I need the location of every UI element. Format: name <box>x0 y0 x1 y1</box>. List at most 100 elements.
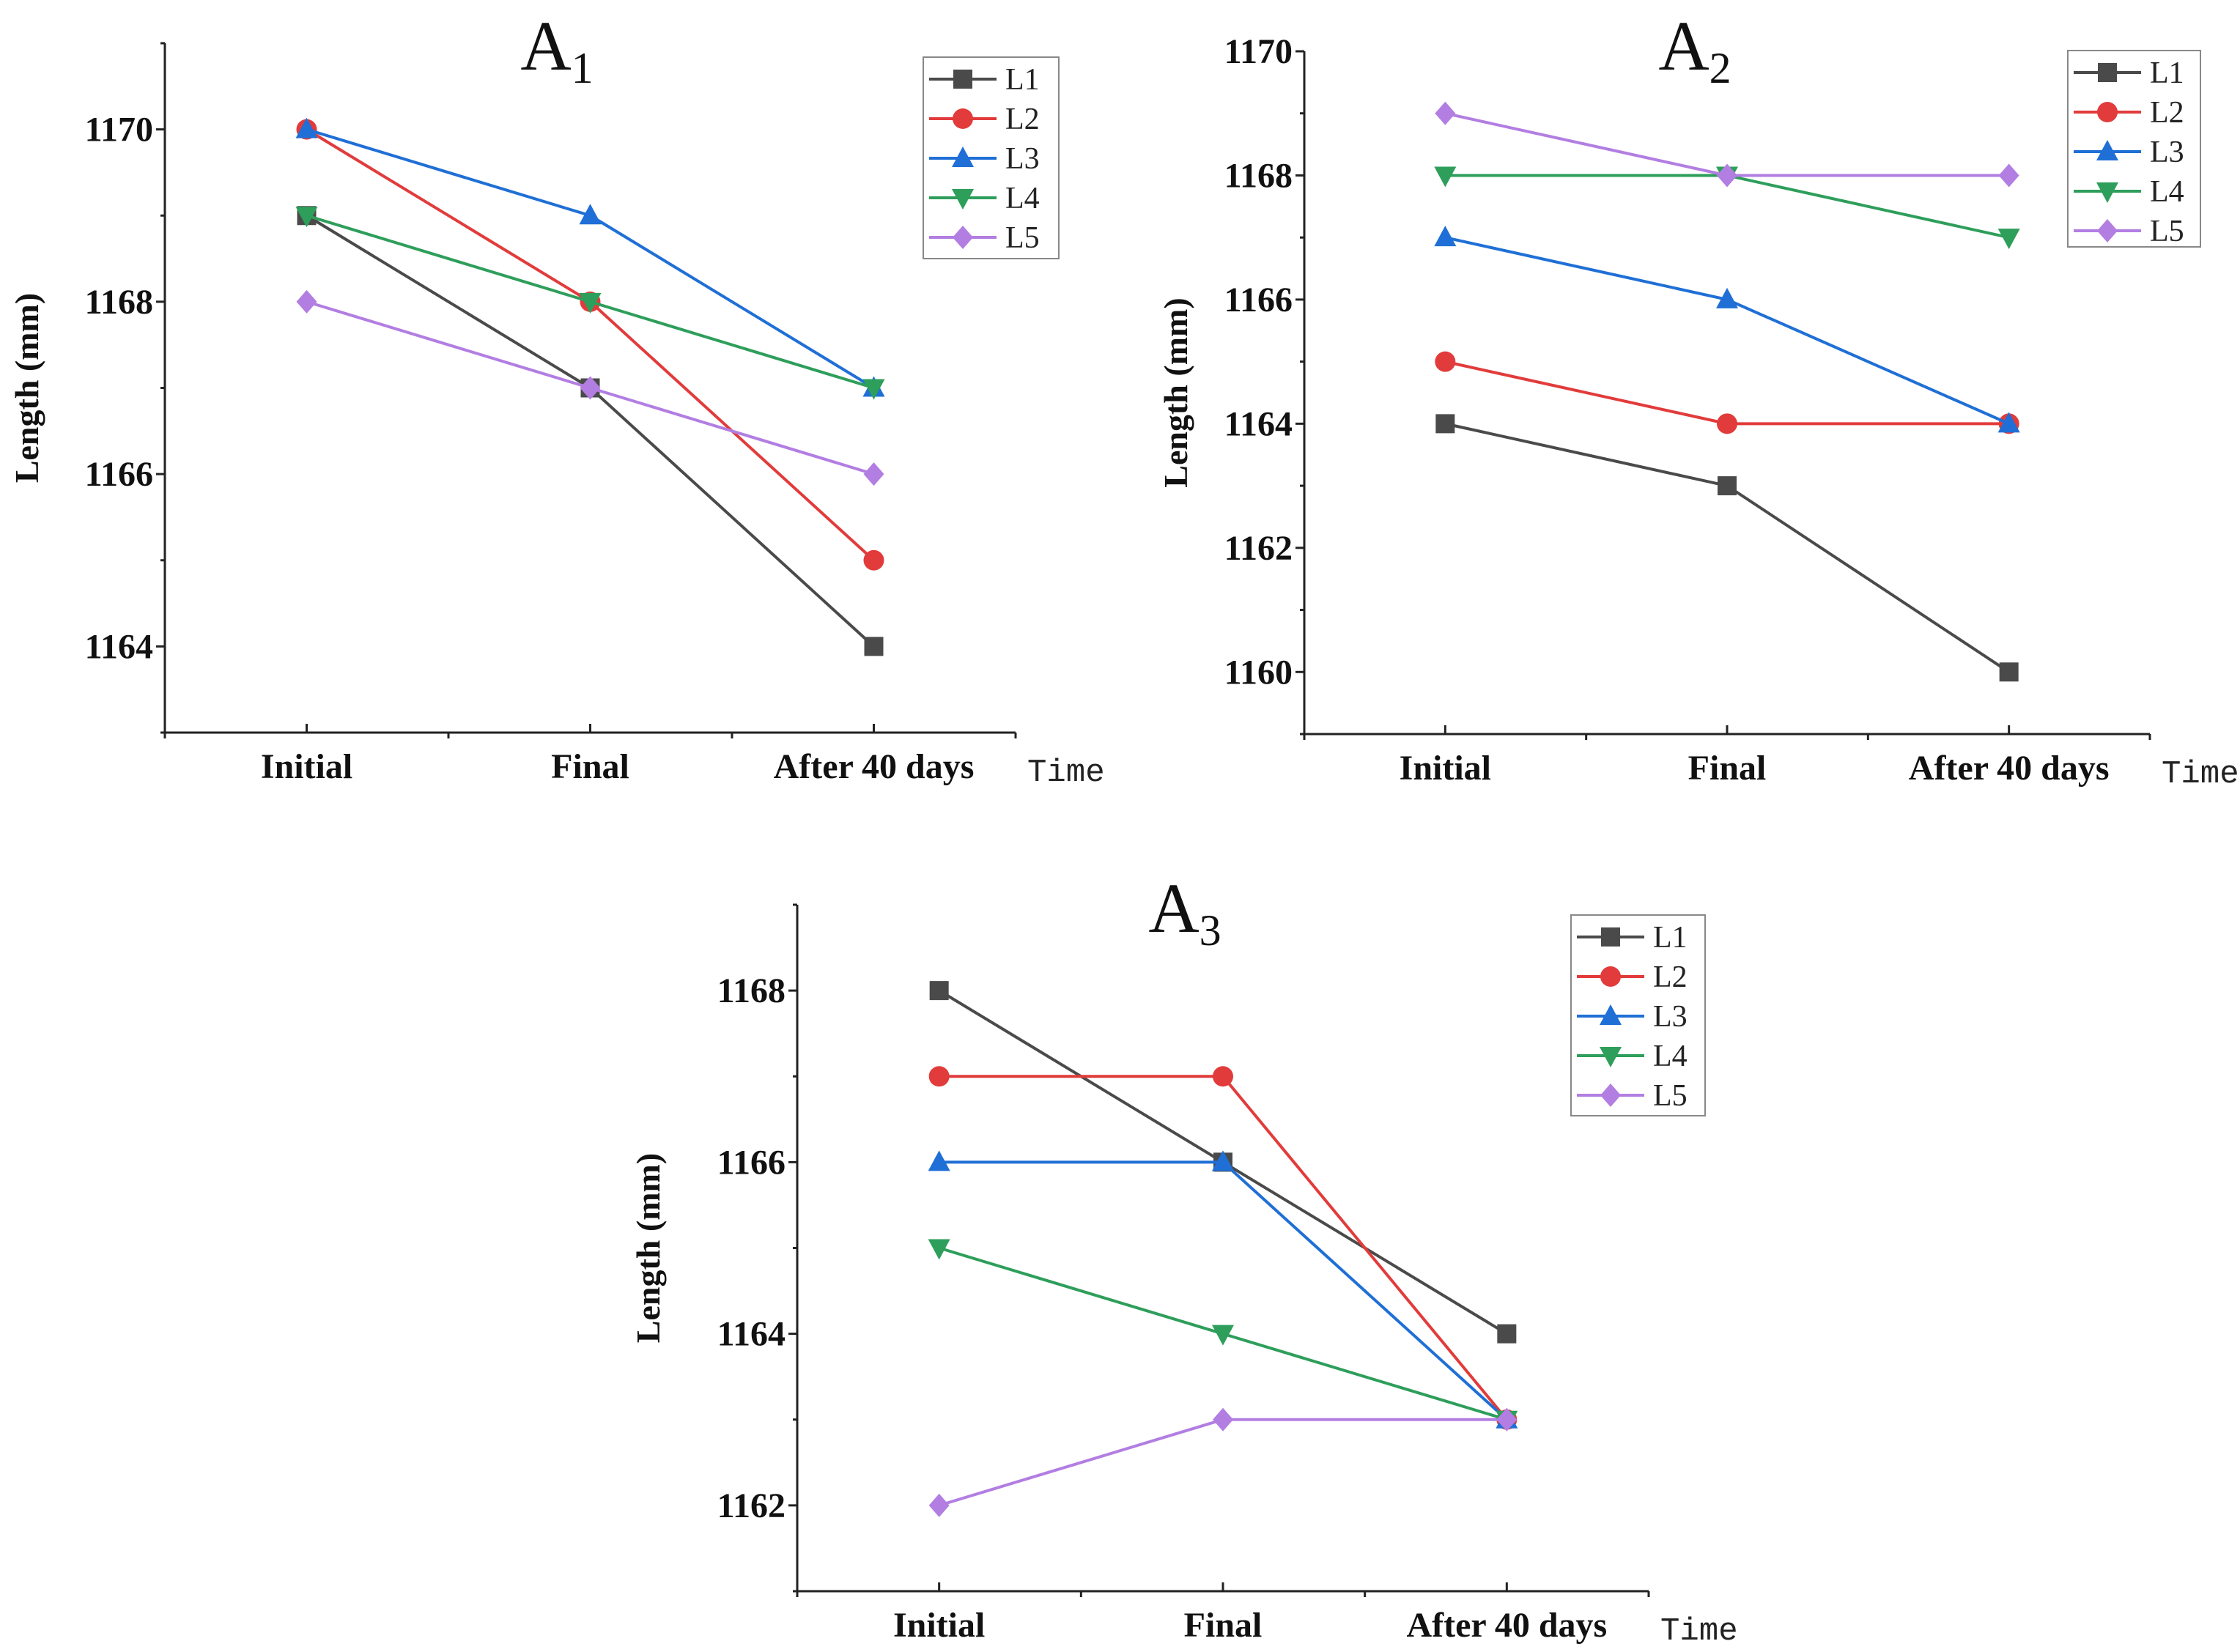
data-point-L5 <box>296 289 317 314</box>
y-axis-label: Length (mm) <box>629 1153 667 1343</box>
data-point-L2 <box>1435 351 1456 372</box>
x-axis-label: Time <box>1027 755 1105 791</box>
legend-label: L4 <box>1005 182 1040 215</box>
data-point-L4 <box>579 292 602 314</box>
data-point-L3 <box>1997 412 2020 433</box>
legend-label: L2 <box>1653 960 1688 994</box>
data-point-L5 <box>863 462 884 486</box>
series-L2 <box>296 119 884 571</box>
data-point-L1 <box>1435 414 1455 434</box>
data-point-L4 <box>1434 166 1457 188</box>
legend-label: L4 <box>2150 175 2184 209</box>
series-line-L5 <box>939 1418 1507 1507</box>
series-L3 <box>1434 226 2020 433</box>
legend-label: L1 <box>1005 63 1040 97</box>
legend: L1 L2 L3 L4 L5 <box>923 56 1060 259</box>
chart-title: A3 <box>1148 869 1221 955</box>
legend-label: L3 <box>1005 142 1040 176</box>
legend-marker <box>952 147 974 167</box>
x-tick-label: Final <box>551 747 629 786</box>
data-point-L1 <box>929 981 949 1001</box>
series-line-L1 <box>306 214 875 648</box>
data-point-L1 <box>1999 662 2019 682</box>
y-tick-label: 1168 <box>1224 156 1293 195</box>
x-axis-label: Time <box>1660 1613 1738 1650</box>
legend-item-L2: L2 <box>1577 960 1688 994</box>
x-tick-label: Initial <box>261 747 352 786</box>
legend-marker <box>1600 1047 1622 1067</box>
legend-marker <box>953 70 972 89</box>
legend-marker <box>1600 1004 1622 1025</box>
y-tick-label: 1164 <box>717 1315 786 1354</box>
legend-item-L3: L3 <box>929 142 1040 176</box>
series-line-L3 <box>306 127 875 390</box>
legend-marker <box>2097 102 2118 122</box>
legend-item-L5: L5 <box>2074 215 2184 248</box>
y-tick-label: 1162 <box>1224 529 1293 568</box>
chart-panel-A2: 1160 1162 1164 1166 1168 1170 Initial Final Afte… <box>1157 7 2239 793</box>
series-L5 <box>1435 101 2019 188</box>
legend-marker <box>1600 966 1621 987</box>
series-line-L3 <box>939 1160 1508 1421</box>
legend: L1 L2 L3 L4 L5 <box>2067 50 2201 248</box>
data-point-L5 <box>1496 1407 1518 1431</box>
legend: L1 L2 L3 L4 L5 <box>1570 914 1706 1116</box>
chart-title-main: A <box>1658 7 1709 85</box>
legend-marker <box>2096 140 2118 160</box>
series-L3 <box>295 117 885 397</box>
chart-title-main: A <box>1148 869 1199 947</box>
series-L4 <box>295 207 885 400</box>
legend-marker <box>953 108 973 129</box>
legend-item-L4: L4 <box>2074 175 2184 209</box>
series-L5 <box>296 289 884 486</box>
data-point-L2 <box>928 1066 950 1087</box>
y-tick-label: 1164 <box>1224 404 1293 443</box>
data-point-L4 <box>928 1239 950 1260</box>
legend-item-L1: L1 <box>929 63 1040 97</box>
y-axis-label: Length (mm) <box>8 293 45 483</box>
data-point-L5 <box>1717 163 1737 188</box>
data-point-L5 <box>1213 1407 1233 1431</box>
legend-label: L5 <box>1005 221 1040 255</box>
data-point-L4 <box>862 379 885 400</box>
legend-item-L3: L3 <box>2074 136 2184 169</box>
legend-marker <box>2098 63 2117 82</box>
legend-item-L4: L4 <box>929 182 1040 215</box>
data-point-L2 <box>863 549 884 571</box>
legend-marker <box>2097 219 2118 242</box>
legend-item-L5: L5 <box>1577 1079 1688 1113</box>
series-line-L2 <box>939 1075 1508 1421</box>
legend-label: L2 <box>2150 96 2184 130</box>
legend-item-L4: L4 <box>1577 1040 1688 1073</box>
series-line-L2 <box>306 127 875 562</box>
data-point-L1 <box>1497 1324 1517 1344</box>
legend-label: L1 <box>1653 921 1688 955</box>
chart-panel-A3: 1162 1164 1166 1168 Initial Final After 40 day… <box>629 869 1738 1650</box>
series-L1 <box>297 206 884 656</box>
legend-marker <box>1600 1084 1621 1107</box>
x-tick-label: Initial <box>1400 749 1491 788</box>
x-tick-label: After 40 days <box>1909 749 2110 788</box>
series-L2 <box>1435 351 2019 434</box>
data-point-L1 <box>1718 476 1737 496</box>
series-L3 <box>928 1150 1518 1429</box>
legend-marker <box>952 189 974 210</box>
data-point-L3 <box>1212 1150 1234 1171</box>
x-tick-label: After 40 days <box>774 747 975 786</box>
legend-marker <box>1601 927 1620 947</box>
legend-label: L5 <box>1653 1079 1688 1113</box>
legend-label: L2 <box>1005 103 1040 136</box>
y-axis-label: Length (mm) <box>1157 297 1194 487</box>
legend-item-L5: L5 <box>929 221 1040 255</box>
data-point-L5 <box>580 376 601 400</box>
x-tick-label: Final <box>1184 1606 1263 1645</box>
legend-box <box>2067 50 2201 248</box>
x-axis-label: Time <box>2162 756 2239 793</box>
legend-label: L1 <box>2150 56 2184 90</box>
data-point-L3 <box>1716 287 1738 308</box>
legend-marker <box>953 226 973 249</box>
y-tick-label: 1166 <box>85 455 153 494</box>
legend-item-L3: L3 <box>1577 1000 1688 1034</box>
chart-title-main: A <box>520 7 571 85</box>
